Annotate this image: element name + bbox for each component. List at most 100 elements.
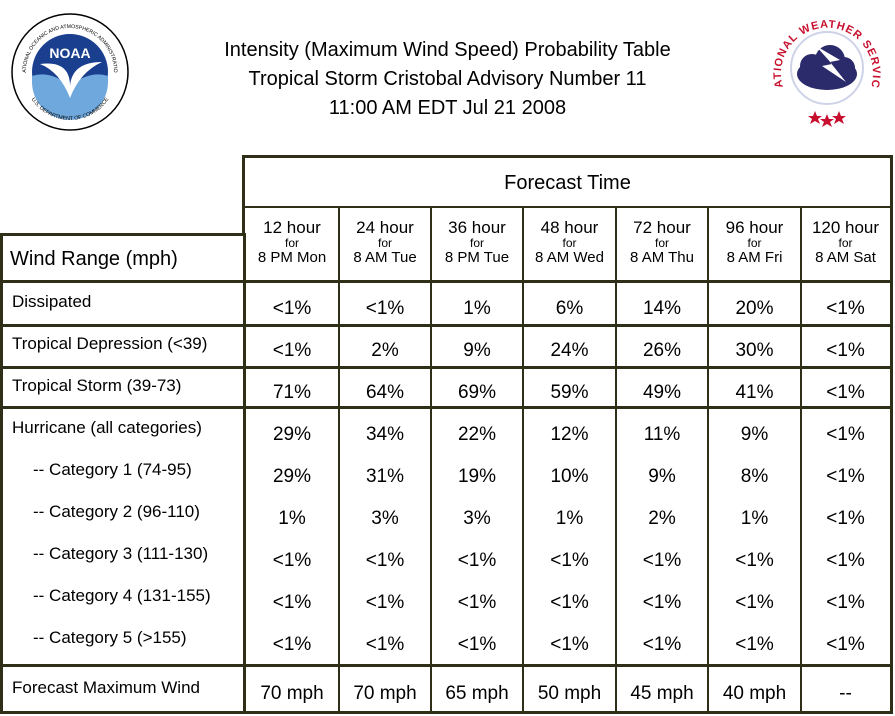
table-cell: <1%	[826, 508, 865, 529]
table-cell: 14%	[642, 298, 682, 319]
row-separator	[0, 324, 893, 327]
column-header-for: for	[747, 236, 762, 250]
table-cell: 26%	[642, 340, 682, 361]
column-header: 96 hour for 8 AM Fri	[708, 218, 801, 267]
column-divider	[615, 206, 617, 711]
table-cell: 34%	[365, 424, 405, 445]
table-cell: 10%	[550, 466, 589, 487]
table-cell: 50 mph	[537, 683, 602, 704]
row-label: Dissipated	[12, 292, 92, 311]
table-cell: 12%	[550, 424, 589, 445]
row-label: -- Category 2 (96-110)	[33, 502, 200, 521]
table-cell: 70 mph	[260, 683, 324, 704]
column-divider	[430, 206, 432, 711]
noaa-wordmark: NOAA	[49, 45, 90, 61]
table-cell: <1%	[642, 634, 682, 655]
row-separator	[0, 366, 893, 369]
table-cell: 3%	[371, 508, 399, 529]
column-header-hours: 24 hour	[356, 218, 414, 237]
row-label: Forecast Maximum Wind	[12, 678, 200, 697]
table-cell: 1%	[463, 298, 491, 319]
row-label: Tropical Depression (<39)	[12, 334, 208, 353]
row-label: Hurricane (all categories)	[12, 418, 202, 437]
table-cell: 24%	[550, 340, 589, 361]
column-header: 36 hour for 8 PM Tue	[431, 218, 523, 267]
table-cell: 9%	[740, 424, 769, 445]
table-cell: <1%	[826, 550, 865, 571]
column-header-when: 8 AM Tue	[353, 249, 417, 266]
table-cell: 20%	[735, 298, 774, 319]
wind-range-label: Wind Range (mph)	[10, 248, 178, 270]
column-header-when: 8 AM Sat	[815, 249, 876, 266]
row-separator	[0, 406, 893, 409]
table-cell: 71%	[272, 382, 312, 403]
table-cell: <1%	[642, 592, 682, 613]
table-cell: <1%	[365, 592, 405, 613]
column-divider	[338, 206, 340, 711]
column-header-hours: 120 hour	[811, 218, 880, 237]
table-cell: <1%	[735, 592, 774, 613]
row-label: -- Category 3 (111-130)	[33, 544, 209, 563]
table-cell: 19%	[457, 466, 497, 487]
column-header: 12 hour for 8 PM Mon	[245, 218, 339, 267]
column-header: 48 hour for 8 AM Wed	[523, 218, 616, 267]
row-label: -- Category 1 (74-95)	[33, 460, 192, 479]
table-cell: 70 mph	[353, 683, 417, 704]
column-header-for: for	[377, 236, 392, 250]
table-cell: <1%	[642, 550, 682, 571]
column-header-when: 8 AM Wed	[535, 249, 604, 266]
table-cell: 64%	[365, 382, 405, 403]
table-cell: 3%	[463, 508, 491, 529]
table-cell: 49%	[642, 382, 682, 403]
row-label: -- Category 4 (131-155)	[33, 586, 211, 605]
table-cell: 6%	[555, 298, 584, 319]
column-header: 120 hour for 8 AM Sat	[801, 218, 890, 267]
table-cell: 29%	[272, 424, 312, 445]
column-header-when: 8 AM Fri	[726, 249, 783, 266]
column-header-for: for	[284, 236, 299, 250]
title-line-1: Intensity (Maximum Wind Speed) Probabili…	[224, 39, 671, 61]
title-line-3: 11:00 AM EDT Jul 21 2008	[328, 97, 567, 119]
table-cell: 59%	[550, 382, 589, 403]
table-cell: <1%	[826, 382, 865, 403]
table-cell: <1%	[272, 340, 312, 361]
table-cell: 1%	[740, 508, 769, 529]
column-header: 24 hour for 8 AM Tue	[339, 218, 431, 267]
table-cell: 1%	[555, 508, 584, 529]
row-label: Tropical Storm (39-73)	[12, 376, 182, 395]
row-label: -- Category 5 (>155)	[33, 628, 187, 647]
column-header-when: 8 AM Thu	[630, 249, 694, 266]
table-cell: 40 mph	[722, 683, 787, 704]
table-cell: 2%	[648, 508, 676, 529]
table-cell: <1%	[365, 634, 405, 655]
table-cell: 8%	[740, 466, 769, 487]
column-divider	[800, 206, 802, 711]
table-cell: 9%	[463, 340, 491, 361]
table-cell: 31%	[365, 466, 405, 487]
page-title: Intensity (Maximum Wind Speed) Probabili…	[140, 36, 755, 123]
column-header-for: for	[469, 236, 484, 250]
table-cell: <1%	[457, 592, 497, 613]
table-cell: 41%	[735, 382, 774, 403]
table-cell: <1%	[272, 634, 312, 655]
table-cell: 65 mph	[445, 683, 509, 704]
table-cell: <1%	[735, 550, 774, 571]
table-cell: 30%	[735, 340, 774, 361]
noaa-logo-icon: NOAA NATIONAL OCEANIC AND ATMOSPHERIC AD…	[10, 12, 129, 131]
nws-logo-icon: NATIONAL WEATHER SERVICE	[772, 8, 881, 127]
table-cell: 11%	[643, 424, 681, 445]
column-header-for: for	[654, 236, 669, 250]
table-cell: <1%	[826, 298, 865, 319]
table-cell: <1%	[272, 592, 312, 613]
table-cell: 1%	[278, 508, 306, 529]
table-cell: <1%	[826, 592, 865, 613]
column-header-hours: 48 hour	[540, 218, 599, 237]
column-header-hours: 12 hour	[263, 218, 321, 237]
table-cell: 2%	[371, 340, 399, 361]
table-cell: <1%	[457, 550, 497, 571]
forecast-time-label: Forecast Time	[504, 172, 631, 194]
table-cell: 29%	[272, 466, 312, 487]
column-header-when: 8 PM Mon	[257, 249, 327, 266]
table-cell: 9%	[648, 466, 676, 487]
probability-table-frame	[0, 233, 893, 714]
